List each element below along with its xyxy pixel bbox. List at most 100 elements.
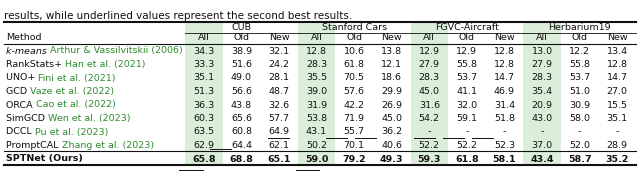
Text: SPTNet (Ours): SPTNet (Ours): [6, 154, 83, 163]
Text: -: -: [503, 128, 506, 137]
Text: 32.6: 32.6: [268, 100, 289, 109]
Text: 52.2: 52.2: [456, 141, 477, 150]
Text: All: All: [536, 33, 548, 42]
Text: 37.0: 37.0: [531, 141, 552, 150]
Text: 39.0: 39.0: [306, 87, 327, 96]
Text: 57.6: 57.6: [344, 87, 365, 96]
Text: 10.6: 10.6: [344, 46, 365, 55]
Text: 56.6: 56.6: [231, 87, 252, 96]
Text: 59.1: 59.1: [456, 114, 477, 123]
Text: 35.5: 35.5: [306, 74, 327, 83]
Text: 14.7: 14.7: [607, 74, 628, 83]
Text: 52.3: 52.3: [494, 141, 515, 150]
Text: Old: Old: [459, 33, 475, 42]
Text: 27.9: 27.9: [419, 60, 440, 69]
Text: All: All: [198, 33, 210, 42]
Text: 46.9: 46.9: [494, 87, 515, 96]
Text: 38.9: 38.9: [231, 46, 252, 55]
Text: 55.7: 55.7: [344, 128, 365, 137]
Text: 62.1: 62.1: [268, 141, 289, 150]
Text: 34.3: 34.3: [193, 46, 214, 55]
Text: 51.6: 51.6: [231, 60, 252, 69]
Text: 43.1: 43.1: [306, 128, 327, 137]
Text: 12.8: 12.8: [607, 60, 628, 69]
Text: 35.1: 35.1: [607, 114, 628, 123]
Text: New: New: [381, 33, 402, 42]
Text: -: -: [616, 128, 619, 137]
Text: Old: Old: [346, 33, 362, 42]
Text: New: New: [607, 33, 628, 42]
Text: 13.8: 13.8: [381, 46, 403, 55]
Text: 32.0: 32.0: [456, 100, 477, 109]
Text: Stanford Cars: Stanford Cars: [321, 23, 387, 33]
Text: 27.0: 27.0: [607, 87, 628, 96]
Text: 12.8: 12.8: [494, 60, 515, 69]
Text: Han et al. (2021): Han et al. (2021): [65, 60, 146, 69]
Text: 43.0: 43.0: [531, 114, 552, 123]
Text: 31.6: 31.6: [419, 100, 440, 109]
Text: 27.9: 27.9: [532, 60, 552, 69]
Text: 61.8: 61.8: [455, 154, 479, 163]
Text: 59.0: 59.0: [305, 154, 328, 163]
Text: 12.1: 12.1: [381, 60, 402, 69]
Text: 31.4: 31.4: [494, 100, 515, 109]
Text: 64.4: 64.4: [231, 141, 252, 150]
Text: Cao et al. (2022): Cao et al. (2022): [36, 100, 115, 109]
Text: 65.6: 65.6: [231, 114, 252, 123]
Text: 29.9: 29.9: [381, 87, 402, 96]
Text: Arthur & Vassilvitskii (2006): Arthur & Vassilvitskii (2006): [50, 46, 182, 55]
Text: 55.8: 55.8: [569, 60, 590, 69]
Text: 61.8: 61.8: [344, 60, 365, 69]
Text: 54.2: 54.2: [419, 114, 440, 123]
Text: 45.0: 45.0: [419, 87, 440, 96]
Text: 32.1: 32.1: [268, 46, 289, 55]
Text: 18.6: 18.6: [381, 74, 402, 83]
Text: 35.2: 35.2: [605, 154, 629, 163]
Text: 40.6: 40.6: [381, 141, 402, 150]
Bar: [524, 22, 561, 165]
Text: ORCA: ORCA: [6, 100, 36, 109]
Bar: [185, 22, 223, 165]
Text: 57.7: 57.7: [268, 114, 289, 123]
Text: 63.5: 63.5: [193, 128, 214, 137]
Text: 79.2: 79.2: [342, 154, 366, 163]
Text: 53.7: 53.7: [456, 74, 477, 83]
Text: Fini et al. (2021): Fini et al. (2021): [38, 74, 116, 83]
Text: 49.0: 49.0: [231, 74, 252, 83]
Bar: [410, 22, 448, 165]
Text: 43.8: 43.8: [231, 100, 252, 109]
Text: 33.3: 33.3: [193, 60, 214, 69]
Text: 13.4: 13.4: [607, 46, 628, 55]
Text: Old: Old: [234, 33, 250, 42]
Text: 35.4: 35.4: [531, 87, 552, 96]
Text: 28.3: 28.3: [419, 74, 440, 83]
Text: 51.0: 51.0: [569, 87, 590, 96]
Text: Zhang et al. (2023): Zhang et al. (2023): [61, 141, 154, 150]
Text: PromptCAL: PromptCAL: [6, 141, 61, 150]
Text: 53.7: 53.7: [569, 74, 590, 83]
Text: Pu et al. (2023): Pu et al. (2023): [35, 128, 108, 137]
Text: 55.8: 55.8: [456, 60, 477, 69]
Text: 60.3: 60.3: [193, 114, 214, 123]
Text: 51.8: 51.8: [494, 114, 515, 123]
Text: 13.0: 13.0: [531, 46, 552, 55]
Text: -: -: [578, 128, 581, 137]
Text: 59.3: 59.3: [418, 154, 441, 163]
Text: 41.1: 41.1: [456, 87, 477, 96]
Text: -: -: [465, 128, 468, 137]
Text: 26.9: 26.9: [381, 100, 402, 109]
Text: 64.9: 64.9: [268, 128, 289, 137]
Text: 12.9: 12.9: [419, 46, 440, 55]
Text: SimGCD: SimGCD: [6, 114, 48, 123]
Text: 52.2: 52.2: [419, 141, 440, 150]
Text: All: All: [424, 33, 435, 42]
Text: 52.0: 52.0: [569, 141, 590, 150]
Text: Old: Old: [572, 33, 588, 42]
Text: 14.7: 14.7: [494, 74, 515, 83]
Text: FGVC-Aircraft: FGVC-Aircraft: [435, 23, 499, 33]
Bar: [298, 22, 335, 165]
Text: 28.3: 28.3: [531, 74, 552, 83]
Text: 31.9: 31.9: [306, 100, 327, 109]
Text: 28.3: 28.3: [306, 60, 327, 69]
Text: Vaze et al. (2022): Vaze et al. (2022): [30, 87, 115, 96]
